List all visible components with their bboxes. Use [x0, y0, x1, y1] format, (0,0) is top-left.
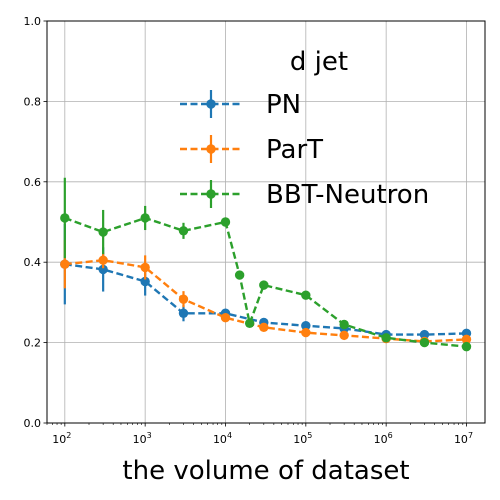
data-point: [98, 227, 108, 237]
data-point: [178, 294, 189, 304]
data-point: [60, 213, 70, 223]
legend-label: ParT: [266, 135, 323, 165]
y-tick-label: 0.2: [24, 337, 42, 350]
data-point: [259, 280, 269, 290]
data-point: [419, 329, 430, 340]
data-point: [60, 259, 70, 269]
series-layer: [60, 177, 472, 352]
legend-title: d jet: [290, 47, 348, 77]
legend-entry: BBT-Neutron: [180, 180, 429, 210]
legend-entry: ParT: [180, 135, 323, 165]
data-point: [381, 333, 391, 343]
legend-entry: PN: [180, 90, 301, 120]
legend-swatch-marker: [206, 99, 216, 109]
plot-frame: [46, 20, 486, 424]
legend-label: BBT-Neutron: [266, 180, 429, 210]
data-point: [259, 322, 269, 333]
data-point: [140, 276, 150, 287]
data-point: [461, 341, 472, 352]
y-tick-label: 0.4: [24, 256, 42, 269]
x-tick-label: 102: [52, 431, 71, 446]
data-point: [140, 213, 150, 223]
x-tick-label: 103: [133, 431, 152, 446]
y-tick-label: 0.6: [24, 176, 42, 189]
data-point: [301, 321, 311, 331]
legend-swatch-marker: [206, 144, 216, 154]
data-point: [301, 290, 311, 300]
y-tick-label: 0.0: [24, 417, 42, 430]
data-point: [419, 337, 430, 348]
x-axis-title: the volume of dataset: [122, 456, 409, 486]
ticks: 0.0 0.2 0.4 0.6 0.8 1.0 102 103 104 105 106 107: [24, 15, 474, 446]
data-point: [339, 319, 349, 330]
x-tick-label: 106: [374, 431, 393, 446]
data-point: [220, 217, 231, 227]
data-point: [98, 255, 108, 265]
x-tick-label: 107: [454, 431, 473, 446]
x-tick-label: 105: [293, 431, 312, 446]
y-tick-label: 1.0: [24, 15, 42, 28]
y-tick-label: 0.8: [24, 95, 42, 108]
data-point: [178, 226, 189, 236]
data-point: [220, 312, 231, 323]
series-bbt-neutron: [60, 177, 472, 352]
data-point: [234, 270, 245, 280]
data-point: [178, 308, 189, 318]
x-tick-label: 104: [213, 431, 232, 446]
data-point: [140, 262, 150, 273]
data-point: [98, 264, 108, 275]
legend-swatch-marker: [206, 189, 216, 199]
legend: d jet PN ParT BBT-Neutron: [180, 47, 429, 210]
data-point: [244, 318, 255, 329]
data-point: [461, 334, 472, 345]
data-point: [301, 327, 311, 338]
data-point: [339, 330, 349, 341]
legend-label: PN: [266, 90, 301, 120]
